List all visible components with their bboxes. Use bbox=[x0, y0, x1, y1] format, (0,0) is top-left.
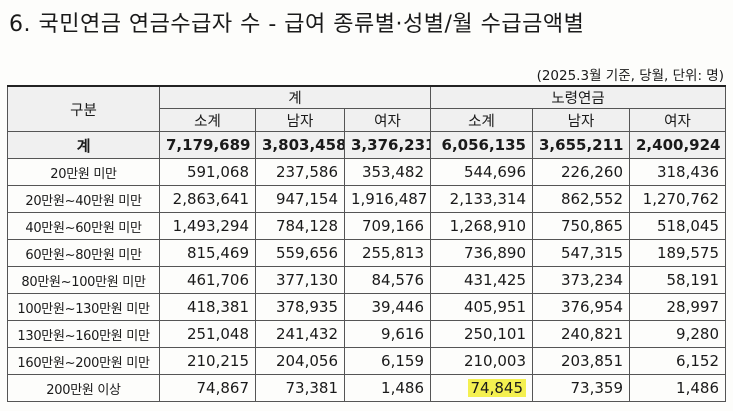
recipients-table: 구분 계 노령연금 소계 남자 여자 소계 남자 여자 계 7,179,689 3,… bbox=[7, 85, 726, 402]
table-cell: 2,863,641 bbox=[159, 185, 256, 213]
table-row: 40만원~60만원 미만 1,493,294 784,128 709,166 1,268… bbox=[7, 212, 726, 240]
table-cell: 378,935 bbox=[255, 293, 345, 321]
table-cell: 2,400,924 bbox=[629, 131, 726, 159]
subcol-header: 여자 bbox=[344, 108, 431, 132]
total-row: 계 7,179,689 3,803,458 3,376,231 6,056,135 3,6… bbox=[7, 131, 726, 159]
subcol-header: 여자 bbox=[629, 108, 726, 132]
table-cell: 250,101 bbox=[430, 320, 533, 348]
table-row: 160만원~200만원 미만 210,215 204,056 6,159 210,003… bbox=[7, 347, 726, 375]
table-cell: 353,482 bbox=[344, 158, 431, 186]
group-header-old-age: 노령연금 bbox=[430, 85, 726, 109]
row-label: 130만원~160만원 미만 bbox=[7, 320, 160, 348]
table-cell: 518,045 bbox=[629, 212, 726, 240]
table-cell: 418,381 bbox=[159, 293, 256, 321]
row-label: 60만원~80만원 미만 bbox=[7, 239, 160, 267]
row-label: 20만원 미만 bbox=[7, 158, 160, 186]
table-cell: 210,003 bbox=[430, 347, 533, 375]
table-cell: 255,813 bbox=[344, 239, 431, 267]
table-cell: 547,315 bbox=[532, 239, 630, 267]
row-label-header: 구분 bbox=[7, 85, 160, 132]
table-cell: 74,845 bbox=[430, 374, 533, 402]
table-row: 20만원~40만원 미만 2,863,641 947,154 1,916,487 2,1… bbox=[7, 185, 726, 213]
row-label: 160만원~200만원 미만 bbox=[7, 347, 160, 375]
table-cell: 9,280 bbox=[629, 320, 726, 348]
table-cell: 28,997 bbox=[629, 293, 726, 321]
table-cell: 1,493,294 bbox=[159, 212, 256, 240]
table-cell: 750,865 bbox=[532, 212, 630, 240]
unit-note: (2025.3월 기준, 당월, 단위: 명) bbox=[536, 68, 724, 84]
table-cell: 189,575 bbox=[629, 239, 726, 267]
table-cell: 251,048 bbox=[159, 320, 256, 348]
table-cell: 203,851 bbox=[532, 347, 630, 375]
group-header-total: 계 bbox=[159, 85, 431, 109]
page-title: 6. 국민연금 연금수급자 수 - 급여 종류별·성별/월 수급금액별 bbox=[9, 12, 585, 37]
table-cell: 240,821 bbox=[532, 320, 630, 348]
table-row: 130만원~160만원 미만 251,048 241,432 9,616 250,101… bbox=[7, 320, 726, 348]
table-cell: 862,552 bbox=[532, 185, 630, 213]
table-cell: 74,867 bbox=[159, 374, 256, 402]
table-cell: 431,425 bbox=[430, 266, 533, 294]
row-label: 100만원~130만원 미만 bbox=[7, 293, 160, 321]
table-row: 80만원~100만원 미만 461,706 377,130 84,576 431,425… bbox=[7, 266, 726, 294]
table-cell: 377,130 bbox=[255, 266, 345, 294]
row-label: 20만원~40만원 미만 bbox=[7, 185, 160, 213]
table-cell: 736,890 bbox=[430, 239, 533, 267]
row-label: 계 bbox=[7, 131, 160, 159]
table-cell: 2,133,314 bbox=[430, 185, 533, 213]
table-cell: 39,446 bbox=[344, 293, 431, 321]
table-cell: 237,586 bbox=[255, 158, 345, 186]
table-row: 60만원~80만원 미만 815,469 559,656 255,813 736,890… bbox=[7, 239, 726, 267]
table-cell: 1,270,762 bbox=[629, 185, 726, 213]
table-row: 200만원 이상 74,867 73,381 1,486 74,845 73,359 1,4… bbox=[7, 374, 726, 402]
table-cell: 241,432 bbox=[255, 320, 345, 348]
subcol-header: 소계 bbox=[430, 108, 533, 132]
table-cell: 3,376,231 bbox=[344, 131, 431, 159]
table-cell: 210,215 bbox=[159, 347, 256, 375]
table-cell: 226,260 bbox=[532, 158, 630, 186]
table-cell: 3,803,458 bbox=[255, 131, 345, 159]
table-cell: 1,486 bbox=[344, 374, 431, 402]
table-cell: 815,469 bbox=[159, 239, 256, 267]
subcol-header: 소계 bbox=[159, 108, 256, 132]
subcol-header: 남자 bbox=[255, 108, 345, 132]
table-cell: 6,152 bbox=[629, 347, 726, 375]
table-cell: 73,359 bbox=[532, 374, 630, 402]
table-cell: 376,954 bbox=[532, 293, 630, 321]
highlighted-value: 74,845 bbox=[467, 379, 526, 397]
table-cell: 461,706 bbox=[159, 266, 256, 294]
table-cell: 1,268,910 bbox=[430, 212, 533, 240]
table-cell: 9,616 bbox=[344, 320, 431, 348]
table-cell: 6,056,135 bbox=[430, 131, 533, 159]
table-cell: 1,916,487 bbox=[344, 185, 431, 213]
row-label: 40만원~60만원 미만 bbox=[7, 212, 160, 240]
table-cell: 3,655,211 bbox=[532, 131, 630, 159]
table-cell: 6,159 bbox=[344, 347, 431, 375]
table-cell: 544,696 bbox=[430, 158, 533, 186]
table-cell: 709,166 bbox=[344, 212, 431, 240]
subcol-header: 남자 bbox=[532, 108, 630, 132]
table-cell: 318,436 bbox=[629, 158, 726, 186]
table-cell: 373,234 bbox=[532, 266, 630, 294]
table-cell: 784,128 bbox=[255, 212, 345, 240]
table-cell: 7,179,689 bbox=[159, 131, 256, 159]
row-label: 200만원 이상 bbox=[7, 374, 160, 402]
table-cell: 1,486 bbox=[629, 374, 726, 402]
table-cell: 405,951 bbox=[430, 293, 533, 321]
table-cell: 84,576 bbox=[344, 266, 431, 294]
row-label: 80만원~100만원 미만 bbox=[7, 266, 160, 294]
table-row: 20만원 미만 591,068 237,586 353,482 544,696 226,2… bbox=[7, 158, 726, 186]
table-cell: 204,056 bbox=[255, 347, 345, 375]
table-cell: 58,191 bbox=[629, 266, 726, 294]
table-cell: 591,068 bbox=[159, 158, 256, 186]
table-row: 100만원~130만원 미만 418,381 378,935 39,446 405,95… bbox=[7, 293, 726, 321]
table-cell: 947,154 bbox=[255, 185, 345, 213]
table-cell: 73,381 bbox=[255, 374, 345, 402]
table-cell: 559,656 bbox=[255, 239, 345, 267]
